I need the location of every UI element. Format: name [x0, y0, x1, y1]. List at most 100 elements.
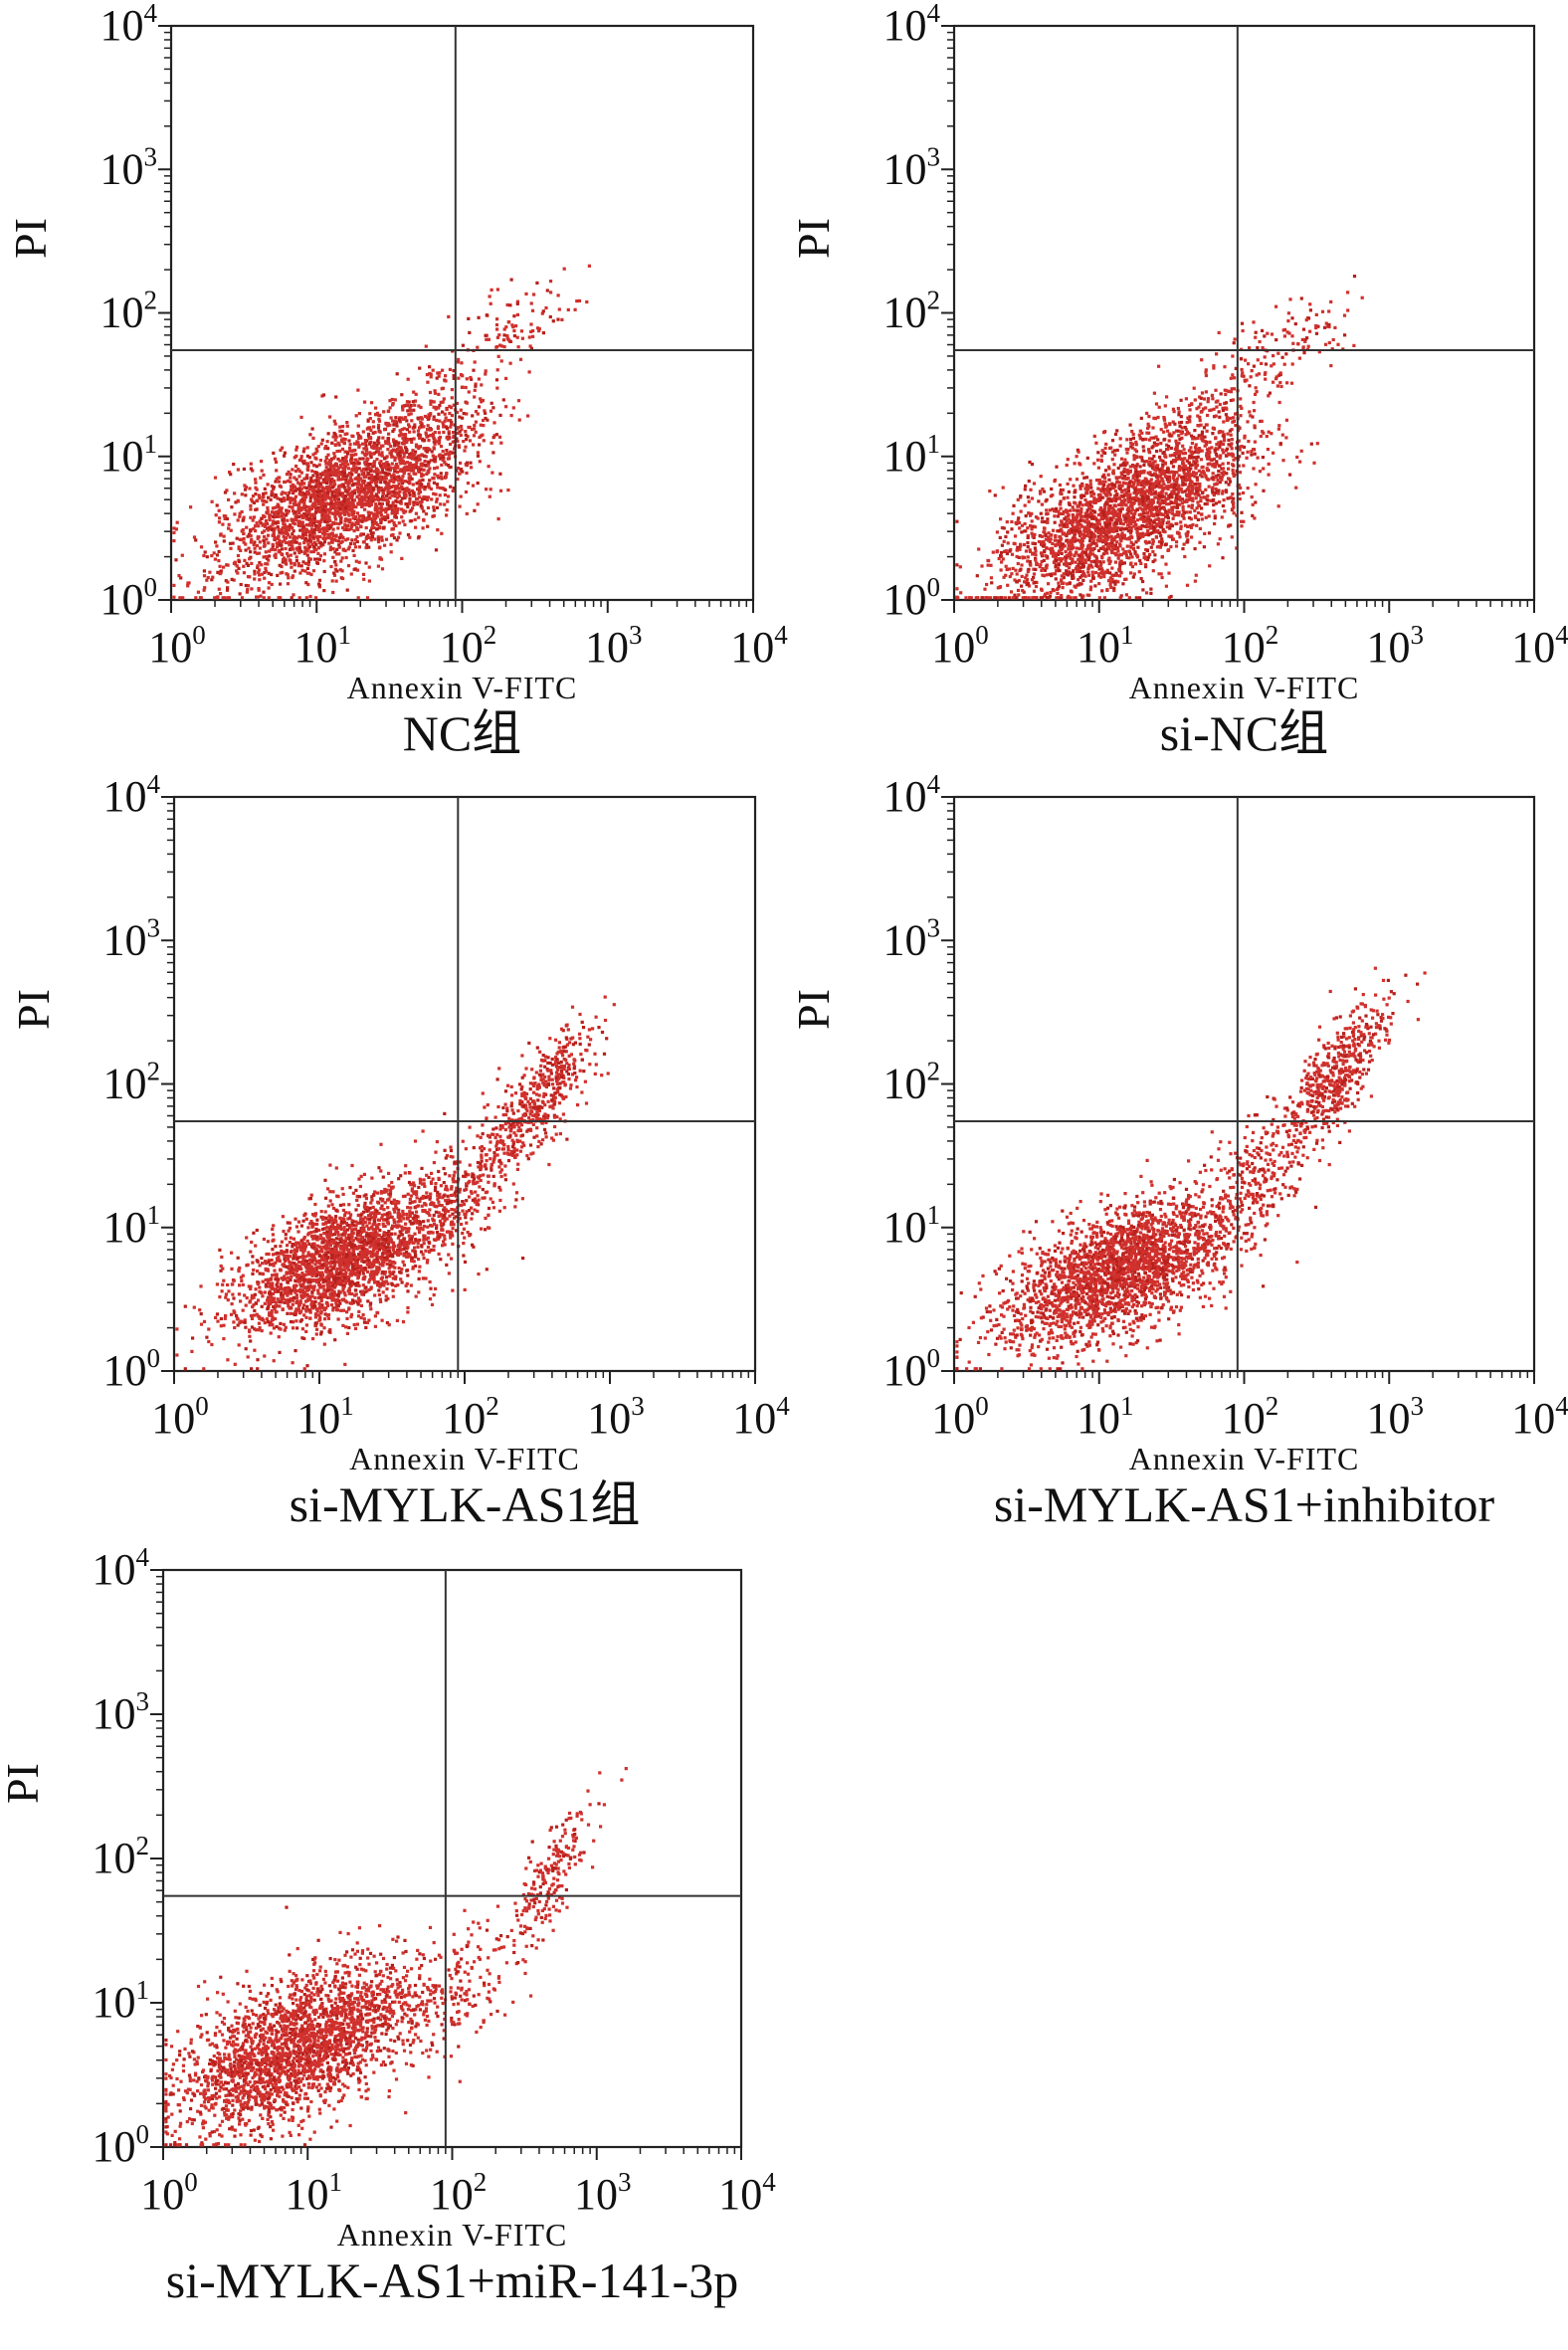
data-point — [302, 503, 306, 507]
data-point — [465, 412, 469, 416]
data-point — [575, 299, 579, 303]
data-point — [530, 308, 535, 312]
data-point — [319, 502, 323, 506]
data-point — [1125, 544, 1129, 548]
data-point — [250, 587, 254, 591]
data-point — [366, 533, 370, 537]
data-point — [1104, 530, 1108, 534]
data-point — [1139, 561, 1143, 565]
data-point — [1212, 493, 1216, 497]
data-point — [1088, 510, 1092, 514]
data-point — [401, 417, 406, 421]
data-point — [1088, 550, 1092, 554]
data-point — [1118, 488, 1122, 491]
data-point — [1178, 494, 1182, 499]
data-point — [369, 493, 374, 498]
data-point — [1232, 505, 1236, 509]
data-point — [310, 469, 314, 473]
data-point — [343, 506, 347, 510]
data-point — [376, 486, 380, 490]
data-point — [1178, 535, 1182, 539]
data-point — [314, 465, 319, 469]
data-point — [495, 327, 499, 331]
data-point — [1097, 572, 1101, 576]
data-point — [305, 549, 309, 553]
data-point — [255, 499, 259, 503]
data-point — [484, 416, 488, 421]
data-point — [388, 504, 393, 508]
data-point — [306, 556, 311, 560]
data-point — [258, 561, 262, 565]
data-point — [445, 407, 449, 412]
data-point — [428, 467, 432, 471]
data-point — [1091, 538, 1095, 542]
data-point — [305, 512, 309, 516]
data-point — [341, 459, 345, 463]
data-point — [1114, 553, 1118, 557]
data-point — [350, 503, 354, 507]
data-point — [452, 451, 456, 455]
data-point — [384, 537, 389, 541]
data-point — [324, 476, 328, 481]
data-point — [1198, 540, 1202, 544]
data-point — [1164, 515, 1168, 519]
data-point — [400, 480, 404, 484]
data-point — [1225, 472, 1229, 476]
data-point — [485, 488, 489, 491]
data-point — [1005, 567, 1009, 572]
data-point — [1004, 534, 1008, 539]
data-point — [269, 524, 273, 528]
data-point — [326, 453, 330, 457]
data-point — [393, 512, 397, 516]
data-point — [250, 497, 254, 501]
data-point — [367, 545, 371, 549]
data-point — [280, 510, 284, 514]
data-point — [1057, 581, 1061, 585]
data-point — [322, 589, 326, 593]
data-point — [1066, 495, 1070, 499]
data-point — [350, 461, 354, 466]
data-point — [1080, 596, 1084, 600]
data-point — [336, 478, 340, 482]
data-point — [299, 471, 303, 475]
data-point — [1115, 429, 1119, 433]
data-point — [283, 454, 287, 458]
data-point — [1172, 491, 1176, 495]
data-point — [1150, 457, 1154, 461]
data-point — [1235, 546, 1239, 550]
data-point — [333, 567, 337, 571]
data-point — [357, 473, 361, 477]
data-point — [1124, 447, 1128, 452]
data-point — [1194, 496, 1198, 500]
data-point — [1059, 527, 1063, 531]
data-point — [1212, 509, 1216, 513]
data-point — [1138, 558, 1142, 563]
data-point — [459, 494, 463, 498]
data-point — [219, 592, 223, 596]
data-point — [479, 423, 483, 427]
x-tick-label: 102 — [1222, 620, 1279, 672]
data-point — [435, 505, 440, 509]
data-point — [1047, 582, 1051, 586]
data-point — [414, 525, 418, 529]
data-point — [296, 504, 301, 508]
data-point — [348, 508, 352, 512]
data-point — [1213, 490, 1217, 494]
data-point — [495, 335, 499, 339]
data-point — [1056, 591, 1060, 595]
data-point — [367, 514, 371, 518]
data-point — [1094, 516, 1098, 520]
data-point — [1139, 470, 1143, 474]
data-point — [418, 500, 422, 504]
data-point — [311, 488, 315, 491]
data-point — [373, 446, 377, 450]
data-point — [1165, 485, 1169, 489]
data-point — [305, 477, 309, 481]
data-point — [471, 484, 476, 488]
data-point — [1190, 454, 1194, 458]
data-point — [271, 533, 275, 537]
data-point — [1147, 438, 1152, 442]
data-point — [1101, 545, 1105, 549]
data-point — [498, 413, 502, 417]
data-point — [1213, 514, 1217, 518]
